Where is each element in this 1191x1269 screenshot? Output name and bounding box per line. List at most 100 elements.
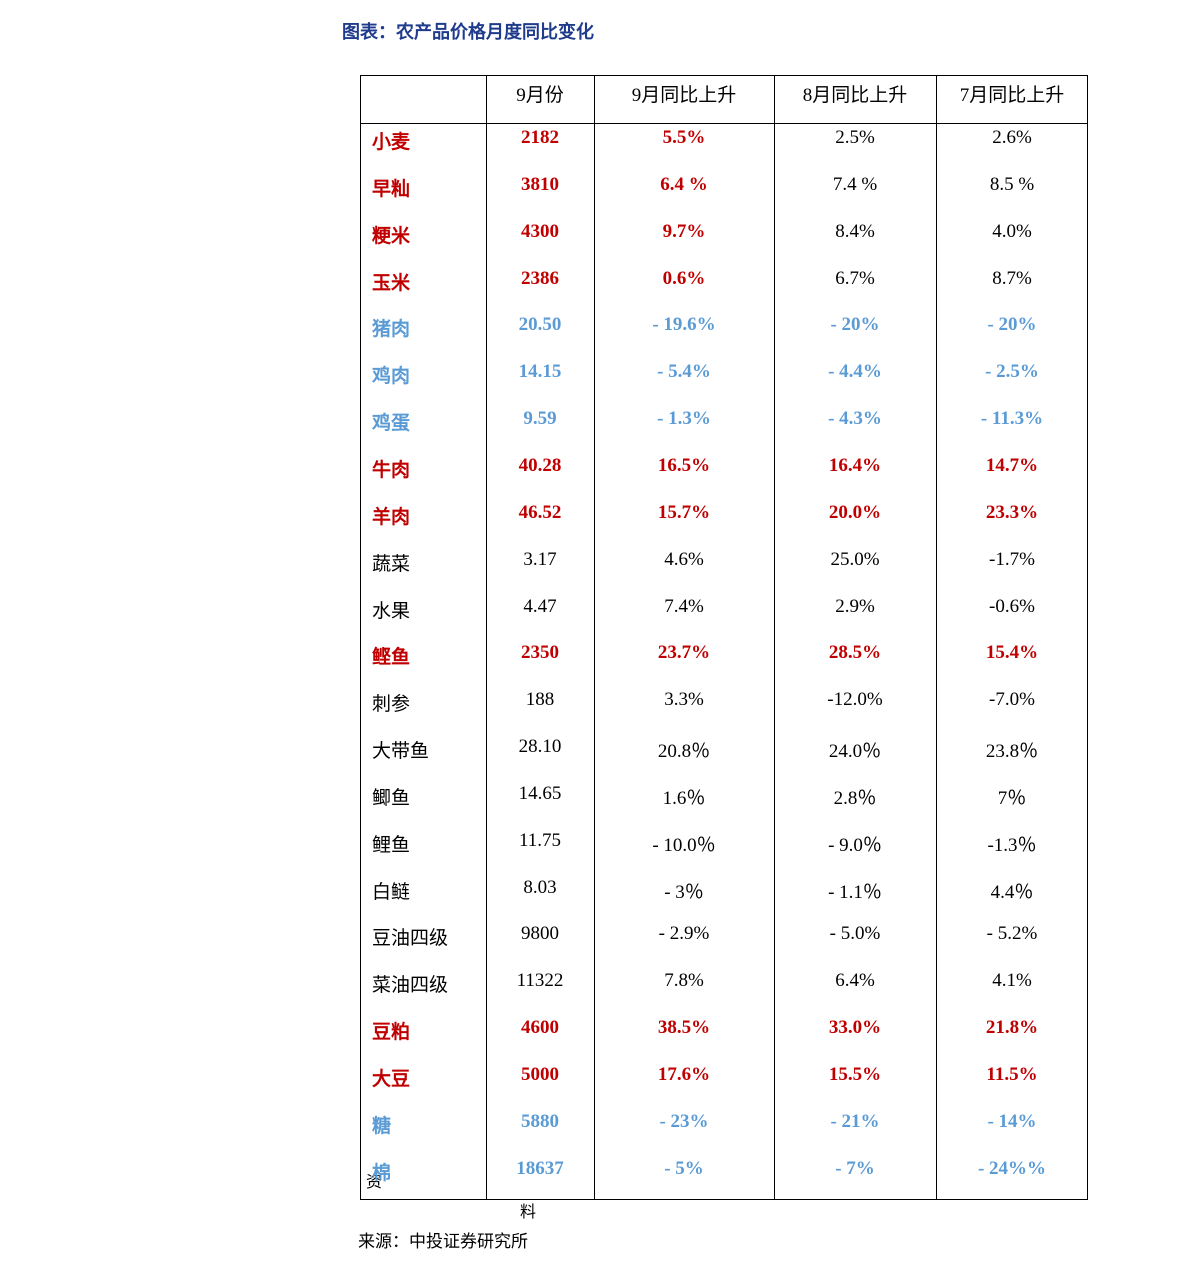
cell: 6.4 %	[660, 173, 708, 195]
row-label: 早籼	[372, 178, 411, 200]
header-cell: 7月同比上升	[959, 85, 1065, 106]
cell: 3.17	[523, 548, 557, 570]
cell: - 4.4%	[828, 361, 882, 383]
row-label: 玉米	[372, 272, 411, 294]
cell: 6.7%	[835, 267, 875, 289]
row-label: 大带鱼	[372, 741, 430, 763]
row-label: 白鲢	[372, 881, 411, 903]
cell: 6.4%	[835, 970, 875, 992]
cell: 21.8%	[985, 1017, 1039, 1039]
cell: 20.0%	[828, 501, 882, 523]
column-line	[594, 75, 595, 1200]
cell: 40.28	[518, 454, 562, 476]
cell: 3810	[521, 173, 559, 195]
cell: - 21%	[830, 1110, 880, 1132]
cell: 23.3%	[985, 501, 1039, 523]
cell: 8.4%	[835, 220, 875, 242]
cell: 17.6%	[657, 1064, 711, 1085]
row-label: 蔬菜	[372, 553, 411, 575]
cell: 7.4%	[664, 595, 704, 617]
header-cell: 9月份	[516, 85, 564, 106]
cell: - 24%%	[977, 1157, 1047, 1179]
row-label: 棉	[372, 1162, 392, 1184]
row-label: 水果	[372, 600, 411, 622]
column-line	[486, 75, 487, 1200]
row-label: 刺参	[372, 694, 411, 716]
cell: 4.1%	[992, 970, 1032, 992]
cell: 11.5%	[986, 1064, 1038, 1085]
cell: -1.3％	[987, 834, 1037, 856]
cell: 24.0％	[828, 741, 882, 763]
cell: 15.4%	[985, 642, 1039, 664]
cell: 11.75	[518, 829, 562, 851]
cell: 9.59	[523, 408, 557, 430]
cell: 9.7%	[662, 220, 706, 242]
cell: 4600	[521, 1017, 559, 1039]
row-label: 豆粕	[372, 1022, 411, 1044]
header-cell: 8月同比上升	[802, 85, 908, 106]
cell: 38.5%	[657, 1017, 711, 1039]
cell: 7.4 %	[832, 173, 878, 195]
cell: - 20%	[830, 314, 880, 336]
cell: 8.7%	[992, 267, 1032, 289]
cell: 20.8％	[657, 741, 711, 763]
title: 图表：农产品价格月度同比变化	[342, 22, 594, 42]
cell: - 1.3%	[657, 408, 711, 430]
cell: 25.0%	[830, 548, 880, 570]
header-cell: 9月同比上升	[631, 85, 737, 106]
cell: 15.5%	[828, 1064, 882, 1085]
cell: 8.5 %	[989, 173, 1035, 195]
cell: - 5%	[664, 1157, 704, 1179]
row-label: 鲫鱼	[372, 787, 411, 809]
cell: 9800	[521, 923, 559, 945]
cell: 18637	[516, 1157, 564, 1179]
cell: - 5.0%	[829, 923, 881, 945]
row-label: 鲣鱼	[372, 647, 411, 669]
cell: 20.50	[518, 314, 562, 336]
row-label: 鸡蛋	[372, 413, 411, 435]
cell: - 10.0％	[652, 834, 716, 856]
cell: 5000	[521, 1064, 559, 1085]
cell: - 5.2%	[986, 923, 1038, 945]
column-line	[936, 75, 937, 1200]
row-label: 鲤鱼	[372, 834, 411, 856]
row-label: 豆油四级	[372, 928, 449, 950]
row-label: 鸡肉	[372, 366, 411, 388]
row-label: 大豆	[372, 1069, 411, 1090]
cell: - 7%	[835, 1157, 875, 1179]
cell: 2182	[521, 127, 559, 148]
cell: - 4.3%	[828, 408, 882, 430]
cell: -7.0%	[989, 689, 1035, 711]
cell: 2350	[521, 642, 559, 664]
cell: 188	[525, 689, 555, 711]
fragment: 料	[520, 1204, 537, 1221]
cell: - 11.3%	[980, 408, 1044, 430]
cell: - 2.9%	[658, 923, 710, 945]
cell: 28.10	[518, 736, 562, 758]
cell: 33.0%	[828, 1017, 882, 1039]
table-frame	[360, 75, 1088, 1200]
cell: 14.7%	[985, 454, 1039, 476]
cell: - 14%	[987, 1110, 1037, 1132]
row-label: 粳米	[372, 225, 411, 247]
cell: - 1.1％	[828, 881, 882, 903]
cell: 2.8％	[833, 787, 877, 809]
row-label: 猪肉	[372, 319, 411, 341]
cell: 14.15	[518, 361, 562, 383]
cell: 16.5%	[657, 454, 711, 476]
cell: 8.03	[523, 876, 557, 898]
fragment: 资	[366, 1174, 383, 1191]
cell: - 3％	[664, 881, 704, 903]
cell: 0.6%	[662, 267, 706, 289]
cell: - 2.5%	[985, 361, 1039, 383]
cell: 2.6%	[992, 127, 1032, 148]
cell: 2.5%	[835, 127, 875, 148]
row-label: 小麦	[372, 132, 411, 153]
cell: 46.52	[518, 501, 562, 523]
cell: - 20%	[987, 314, 1037, 336]
cell: 11322	[516, 970, 564, 992]
cell: - 5.4%	[657, 361, 711, 383]
cell: 4.6%	[664, 548, 704, 570]
cell: 4.47	[523, 595, 557, 617]
